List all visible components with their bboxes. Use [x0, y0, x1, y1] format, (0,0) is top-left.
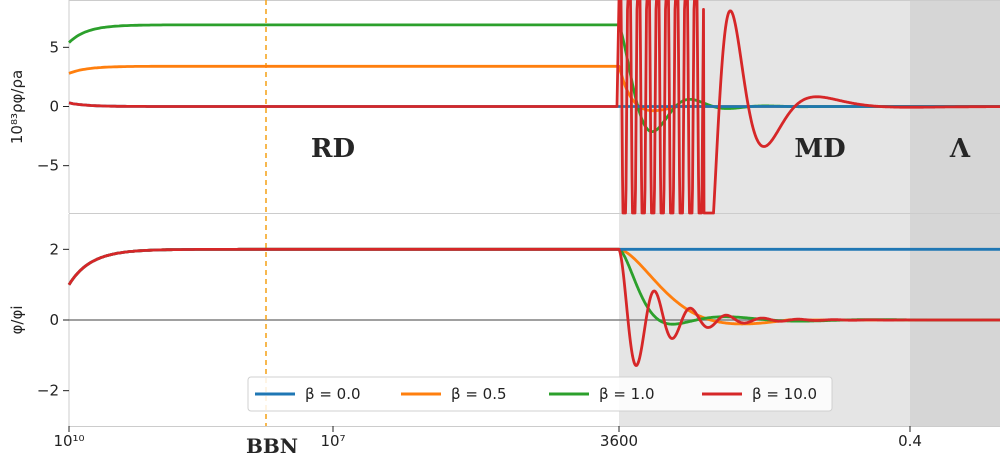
x-tick-1: 10⁷	[320, 426, 346, 450]
x-tick-0: 10¹⁰	[53, 426, 85, 450]
top-series-group	[68, 0, 1000, 215]
legend-label: β = 0.5	[451, 385, 507, 403]
legend-label: β = 1.0	[599, 385, 655, 403]
x-tick-label-2: 3600	[600, 432, 638, 450]
bbn-label: BBN	[246, 434, 298, 458]
y-tick-label: −5	[37, 157, 59, 175]
y-tick-label: 2	[49, 240, 59, 258]
legend-label: β = 0.0	[305, 385, 361, 403]
top-series-line-beta-3	[68, 0, 1000, 215]
y-tick-label: 0	[49, 311, 59, 329]
bottom-series-group	[67, 247, 1000, 367]
x-tick-label-1: 10⁷	[320, 432, 345, 450]
x-tick-label-3: 0.4	[898, 432, 922, 450]
legend-items: β = 0.0 β = 0.5 β = 1.0 β = 10.0	[255, 385, 817, 403]
legend-box	[247, 376, 833, 412]
rd-label: RD	[311, 134, 355, 164]
top-y-label: 10⁸³ρφ/ρa	[8, 70, 26, 144]
md-label: MD	[794, 134, 845, 164]
lambda-label: Λ	[949, 134, 971, 164]
y-tick-label: −2	[37, 382, 59, 400]
bottom-y-label: φ/φi	[8, 305, 26, 334]
y-tick-label: 5	[49, 38, 59, 56]
bottom-y-ticks: 2 0 −2	[37, 240, 69, 400]
legend: β = 0.0 β = 0.5 β = 1.0 β = 10.0	[247, 376, 833, 412]
x-tick-2: 3600	[600, 426, 638, 450]
x-tick-label-0: 10¹⁰	[53, 432, 84, 450]
legend-label: β = 10.0	[752, 385, 817, 403]
x-tick-3: 0.4	[898, 426, 922, 450]
top-y-ticks: 5 0 −5	[37, 38, 69, 175]
y-tick-label: 0	[49, 98, 59, 116]
bottom-series-line-beta-3	[67, 247, 1000, 367]
